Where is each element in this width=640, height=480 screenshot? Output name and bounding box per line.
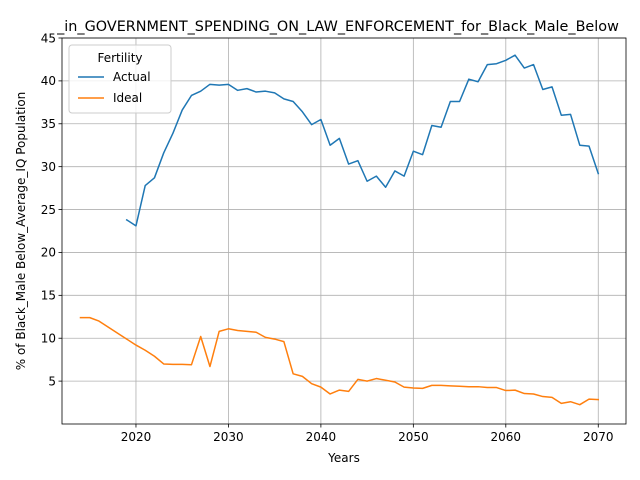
x-tick-label: 2070: [583, 430, 614, 444]
x-tick-label: 2060: [491, 430, 522, 444]
x-tick-label: 2040: [306, 430, 337, 444]
series-layer: [79, 54, 600, 406]
y-tick-label: 5: [48, 374, 56, 388]
y-tick-label: 10: [41, 332, 56, 346]
y-tick-label: 15: [41, 289, 56, 303]
series-line-ideal: [79, 316, 600, 406]
axis-ticks: 2020 2030 2040 2050 2060 2070 5 10 15 20 25 30 35 40 4…: [41, 31, 614, 444]
x-tick-label: 2030: [213, 430, 244, 444]
legend-label-actual: Actual: [113, 70, 151, 84]
x-axis-label: Years: [327, 451, 360, 465]
series-line-actual: [125, 54, 600, 227]
y-tick-label: 45: [41, 31, 56, 45]
legend-title: Fertility: [97, 51, 142, 65]
x-tick-label: 2020: [121, 430, 152, 444]
y-tick-label: 30: [41, 160, 56, 174]
y-tick-label: 20: [41, 246, 56, 260]
x-tick-label: 2050: [398, 430, 429, 444]
legend: Fertility Actual Ideal: [68, 44, 172, 114]
y-tick-label: 35: [41, 117, 56, 131]
y-axis-label: % of Black_Male Below_Average_IQ Populat…: [14, 92, 28, 371]
legend-box: [68, 44, 172, 114]
y-tick-label: 25: [41, 203, 56, 217]
y-tick-label: 40: [41, 74, 56, 88]
plot-area-frame: [61, 37, 627, 425]
legend-label-ideal: Ideal: [113, 91, 142, 105]
chart-title: _in_GOVERNMENT_SPENDING_ON_LAW_ENFORCEME…: [56, 19, 619, 35]
